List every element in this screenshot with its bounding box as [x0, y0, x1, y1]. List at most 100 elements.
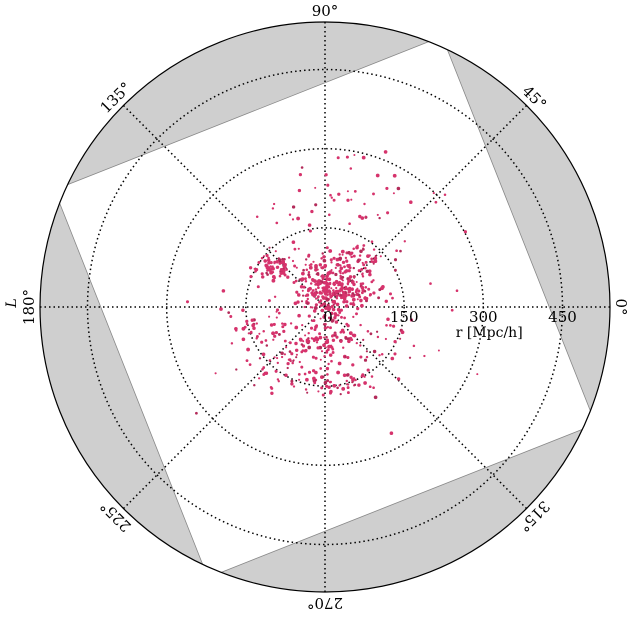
data-point	[412, 344, 416, 348]
data-point	[313, 279, 317, 283]
data-point	[346, 391, 350, 395]
data-point	[283, 263, 287, 267]
data-point	[339, 271, 342, 275]
data-point	[331, 338, 336, 342]
data-point	[293, 264, 297, 268]
data-point	[274, 250, 277, 253]
data-point	[381, 285, 385, 289]
data-point	[368, 385, 372, 389]
data-point	[338, 384, 341, 387]
data-point	[339, 274, 342, 278]
data-point	[279, 260, 282, 263]
data-point	[332, 282, 336, 286]
data-point	[267, 261, 271, 265]
data-point	[309, 263, 313, 266]
data-point	[390, 356, 395, 361]
data-point	[298, 278, 301, 281]
data-point	[328, 353, 333, 357]
data-point	[339, 264, 342, 267]
data-point	[352, 254, 356, 258]
data-point	[327, 289, 331, 293]
data-point	[349, 251, 353, 256]
data-point	[335, 302, 340, 307]
data-point	[284, 373, 288, 377]
data-point	[361, 275, 365, 278]
data-point	[277, 332, 281, 336]
data-point	[349, 167, 353, 170]
data-point	[329, 326, 332, 330]
data-point	[267, 256, 270, 260]
data-point	[286, 366, 289, 370]
data-point	[409, 200, 413, 204]
data-point	[335, 296, 339, 300]
data-point	[272, 338, 275, 341]
data-point	[391, 296, 394, 300]
data-point	[260, 256, 264, 260]
data-point	[304, 388, 308, 391]
data-point	[318, 335, 323, 340]
data-point	[288, 350, 292, 353]
data-point	[392, 192, 395, 195]
data-point	[301, 349, 305, 352]
data-point	[265, 271, 268, 275]
data-point	[283, 353, 287, 356]
data-point	[310, 209, 314, 214]
data-point	[313, 328, 317, 332]
data-point	[252, 326, 256, 330]
data-point	[300, 166, 304, 169]
data-point	[326, 326, 330, 329]
data-point	[300, 343, 304, 346]
data-point	[443, 193, 447, 197]
data-point	[328, 292, 332, 296]
data-point	[255, 268, 259, 272]
data-point	[289, 322, 293, 325]
data-point	[321, 266, 325, 270]
data-point	[333, 316, 337, 320]
data-point	[269, 261, 273, 265]
data-point	[255, 322, 258, 325]
data-point	[313, 381, 317, 385]
data-point	[364, 286, 368, 289]
data-point	[384, 337, 387, 341]
data-point	[366, 254, 370, 258]
data-point	[354, 290, 358, 293]
data-point	[249, 275, 253, 279]
data-point	[338, 269, 342, 273]
data-point	[290, 382, 294, 386]
data-point	[273, 334, 277, 338]
data-point	[248, 363, 252, 366]
data-point	[235, 368, 238, 371]
data-point	[260, 340, 264, 344]
data-point	[341, 253, 344, 256]
data-point	[365, 269, 369, 273]
data-point	[347, 339, 351, 344]
data-point	[314, 186, 317, 189]
data-point	[258, 332, 261, 335]
data-point	[378, 353, 381, 357]
data-point	[318, 300, 321, 304]
data-point	[322, 315, 326, 319]
data-point	[314, 203, 318, 207]
data-point	[322, 375, 325, 379]
data-point	[348, 222, 351, 225]
data-point	[341, 260, 346, 265]
data-point	[326, 338, 329, 342]
data-point	[283, 339, 287, 343]
data-point	[312, 339, 316, 343]
data-point	[338, 256, 343, 261]
data-point	[293, 247, 297, 251]
data-point	[450, 308, 454, 312]
data-point	[392, 173, 397, 178]
data-point	[219, 307, 223, 311]
data-point	[294, 279, 298, 283]
data-point	[329, 317, 333, 320]
data-point	[270, 391, 274, 395]
data-point	[372, 349, 377, 354]
data-point	[287, 256, 291, 259]
data-point	[334, 320, 339, 324]
data-point	[297, 313, 301, 318]
data-point	[329, 389, 333, 393]
data-point	[257, 261, 261, 264]
data-point	[361, 261, 364, 264]
data-point	[437, 349, 440, 352]
